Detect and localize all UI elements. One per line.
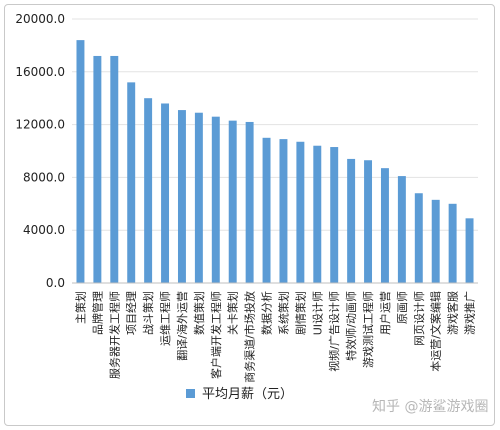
category-label: 系统策划 — [276, 291, 290, 335]
category-label: 客户端开发工程师 — [209, 291, 223, 379]
legend: 平均月薪（元） — [186, 387, 293, 402]
y-tick-label: 0.0 — [46, 276, 65, 290]
category-label: 游戏客服 — [446, 291, 460, 335]
bar — [465, 218, 474, 283]
bar — [414, 193, 423, 283]
bar — [347, 158, 356, 283]
category-label: 游戏推广 — [463, 291, 477, 335]
bar — [161, 103, 170, 283]
gridlines — [72, 18, 478, 231]
category-label: 翻译/海外运营 — [175, 291, 189, 361]
category-label: 商务渠道/市场投放 — [243, 291, 257, 383]
category-label: 关卡策划 — [226, 291, 240, 335]
category-label: 数据分析 — [260, 291, 274, 335]
y-tick-label: 4000.0 — [23, 223, 65, 237]
watermark: 知乎 @游鲨游戏圈 — [372, 398, 488, 415]
category-label: 战斗策划 — [141, 291, 155, 335]
bar — [330, 147, 339, 283]
legend-swatch — [186, 389, 195, 398]
category-label: 品牌管理 — [90, 291, 104, 335]
bar — [127, 82, 136, 283]
bar — [228, 120, 237, 283]
category-label: 网页设计师 — [413, 291, 426, 346]
bar — [448, 203, 457, 283]
bar — [76, 40, 85, 284]
y-axis-ticks: 0.0 4000.0 8000.0 12000.0 16000.0 20000.0 — [15, 12, 65, 290]
bar — [380, 168, 389, 283]
bar — [110, 55, 119, 284]
category-label: 视频/广告设计师 — [327, 291, 341, 372]
category-label: 剧情策划 — [293, 291, 307, 335]
category-label: 用户运营 — [378, 291, 392, 335]
legend-label: 平均月薪（元） — [202, 387, 293, 402]
bar — [211, 116, 220, 284]
y-tick-label: 16000.0 — [15, 65, 65, 79]
bar — [144, 98, 153, 283]
bar — [245, 121, 254, 284]
bar — [431, 199, 440, 283]
category-label: UI设计师 — [311, 291, 324, 335]
y-tick-label: 20000.0 — [15, 12, 65, 26]
category-label: 数值策划 — [192, 291, 206, 335]
bar — [313, 145, 322, 283]
bar — [364, 160, 373, 283]
category-label: 本运营/文案编辑 — [429, 291, 443, 372]
bar — [279, 139, 288, 283]
bar — [177, 110, 186, 283]
category-labels: 主策划 品牌管理 服务器开发工程师 项目经理 战斗策划 运维工程师 翻译/海外运营 数值策划客… — [73, 291, 476, 383]
y-tick-label: 8000.0 — [23, 170, 65, 184]
bar — [397, 176, 406, 283]
bars — [76, 40, 474, 284]
category-label: 游戏测试工程师 — [362, 291, 375, 368]
category-label: 项目经理 — [125, 291, 138, 335]
category-label: 运维工程师 — [159, 291, 172, 346]
bar — [262, 137, 271, 283]
category-label: 服务器开发工程师 — [107, 291, 121, 379]
y-tick-label: 12000.0 — [15, 118, 65, 132]
bar — [296, 141, 305, 283]
bar — [194, 112, 203, 283]
bar — [93, 55, 102, 284]
category-label: 原画师 — [396, 291, 409, 324]
category-label: 特效师/动画师 — [344, 291, 358, 361]
category-label: 主策划 — [73, 291, 87, 324]
